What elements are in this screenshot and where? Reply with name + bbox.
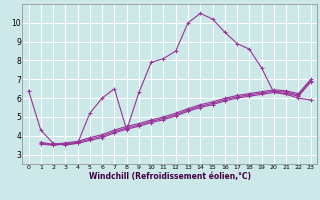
X-axis label: Windchill (Refroidissement éolien,°C): Windchill (Refroidissement éolien,°C) (89, 172, 251, 181)
